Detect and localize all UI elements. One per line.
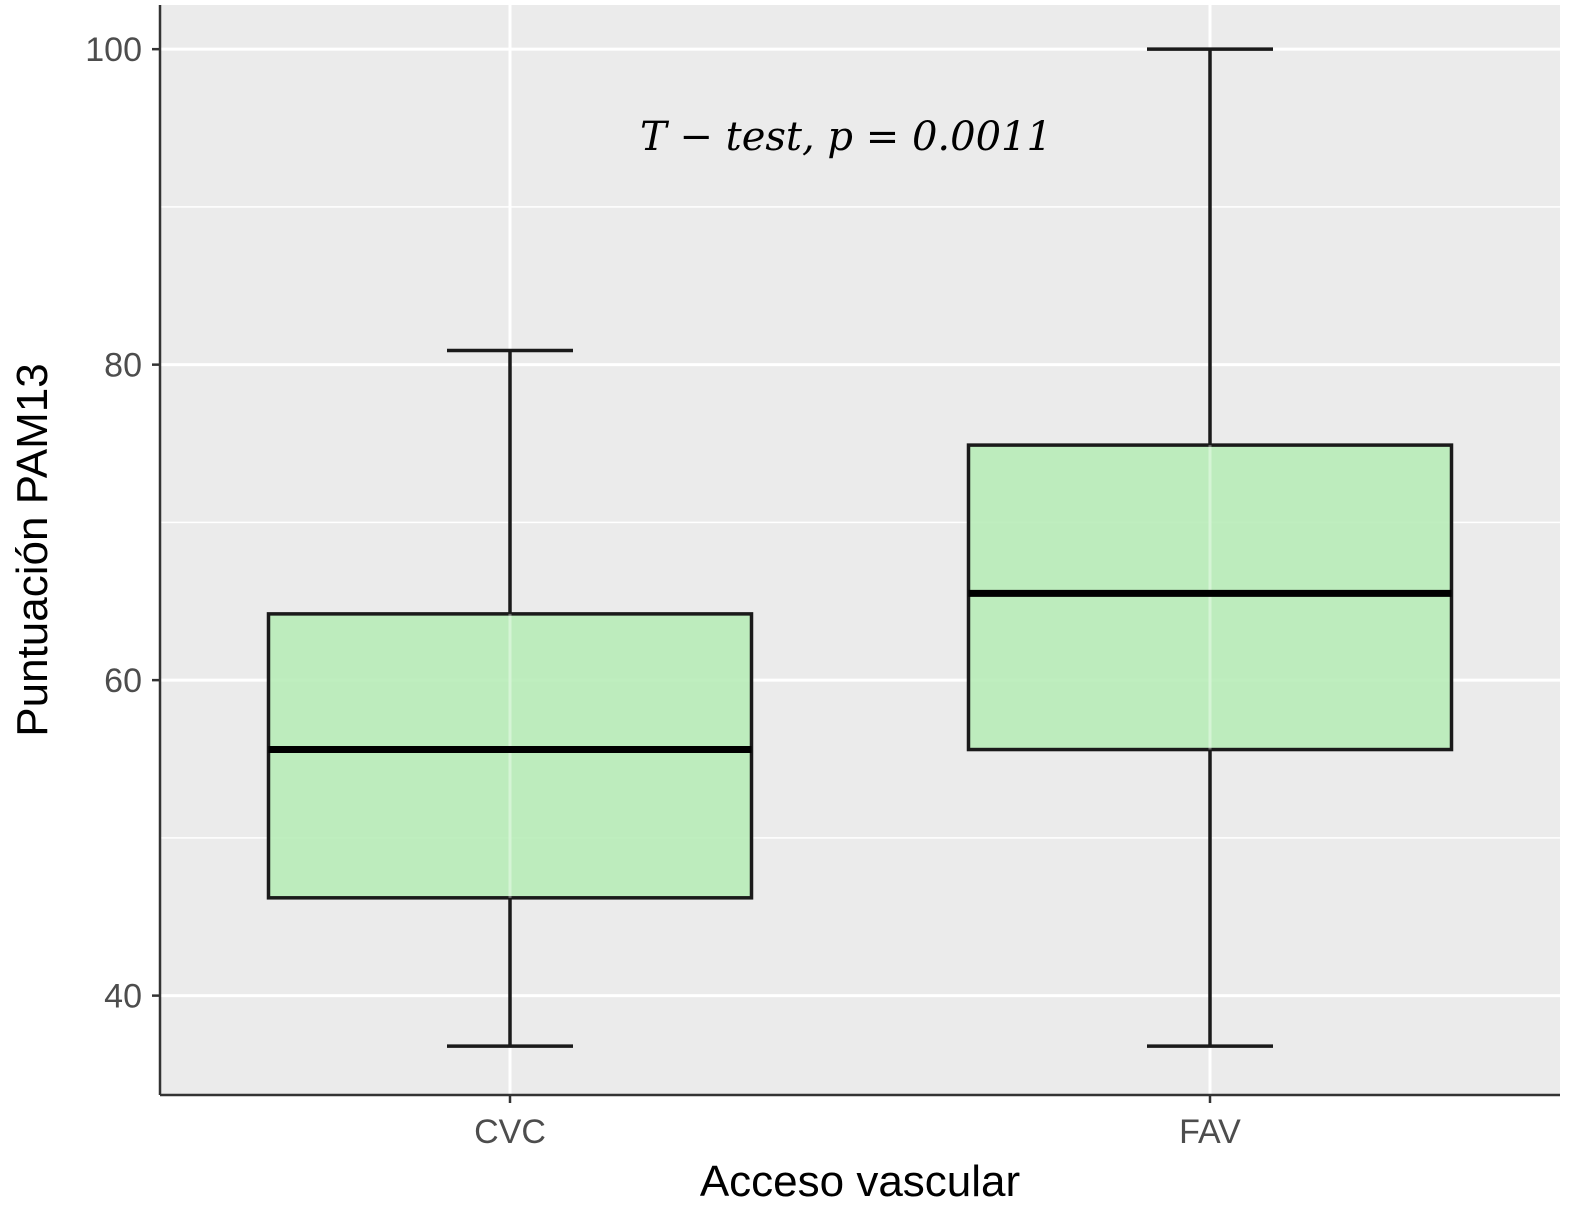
y-axis-title: Puntuación PAM13 [8, 363, 57, 736]
y-tick-label: 60 [104, 662, 142, 700]
ttest-annotation: T − test, p = 0.0011 [640, 114, 1052, 160]
x-axis-title: Acceso vascular [700, 1157, 1020, 1206]
y-tick-label: 100 [85, 31, 142, 69]
y-tick-label: 80 [104, 347, 142, 385]
x-tick-label-cvc: CVC [474, 1113, 546, 1151]
box-iqr [266, 612, 754, 900]
y-tick-label: 40 [104, 978, 142, 1016]
axes-layer: 40 60 80 100 CVC FAV [85, 5, 1560, 1151]
box-iqr [966, 443, 1454, 752]
box-fav [966, 47, 1454, 1048]
boxes-layer [266, 47, 1454, 1048]
box-cvc [266, 348, 754, 1048]
x-tick-label-fav: FAV [1179, 1113, 1241, 1151]
